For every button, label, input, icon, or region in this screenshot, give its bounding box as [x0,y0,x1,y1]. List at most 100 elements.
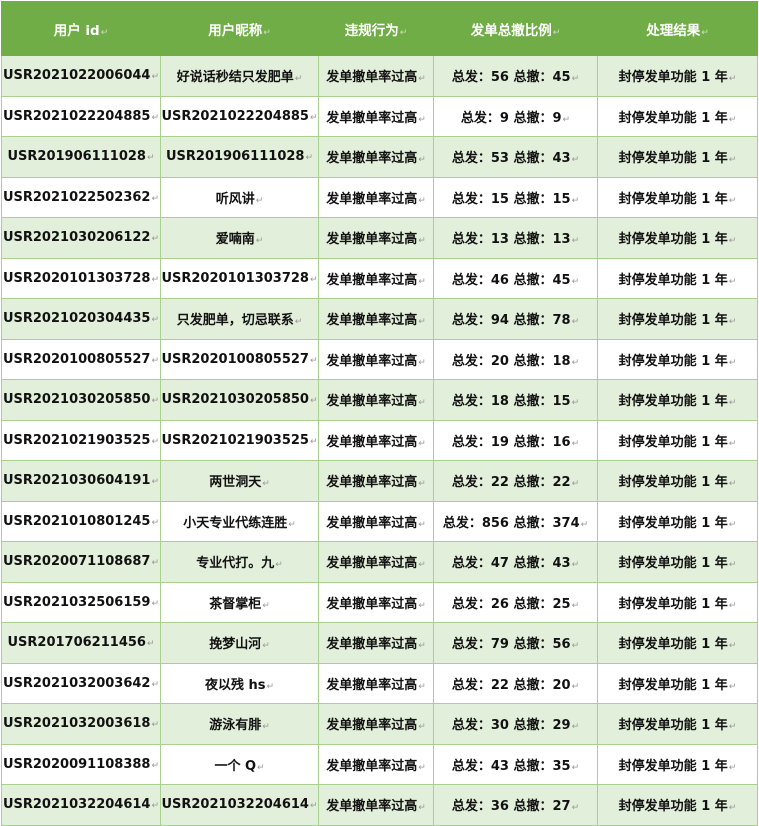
cell-nickname-text: USR2021030205850 [162,392,318,407]
table-row: USR2021022006044 好说话秒结只发肥单 发单撤单率过高 总发：56 总撤… [1,55,758,97]
cell-user-id-text: USR2021032003618 [3,716,159,731]
cell-ratio-text: 总发：79 总撤：56 [452,637,579,652]
table-row: USR2021032204614USR2021032204614 发单撤单率过高 总… [1,784,758,826]
cell-nickname-text: 一个 Q [214,759,264,774]
cell-result-text: 封停发单功能 1 年 [619,759,737,774]
cell-violation-text: 发单撤单率过高 [326,678,426,693]
cell-result-text: 封停发单功能 1 年 [619,637,737,652]
cell-result: 封停发单功能 1 年 [597,581,758,623]
cell-ratio-text: 总发：13 总撤：13 [452,232,579,247]
cell-violation: 发单撤单率过高 [318,95,434,137]
cell-result-text: 封停发单功能 1 年 [619,718,737,733]
cell-nickname: 听风讲 [160,176,319,218]
cell-result-text: 封停发单功能 1 年 [619,354,737,369]
cell-user-id: USR2021030206122 [1,217,161,259]
cell-user-id-text: USR2020100805527 [3,352,159,367]
cell-ratio: 总发：20 总撤：18 [433,338,598,380]
header-row: 用户 id 用户昵称 违规行为 发单总撤比例 处理结果 [1,1,758,56]
cell-user-id-text: USR201906111028 [7,149,154,164]
cell-violation-text: 发单撤单率过高 [326,759,426,774]
cell-result-text: 封停发单功能 1 年 [619,475,737,490]
cell-violation: 发单撤单率过高 [318,136,434,178]
cell-result: 封停发单功能 1 年 [597,784,758,826]
cell-ratio-text: 总发：43 总撤：35 [452,759,579,774]
cell-result-text: 封停发单功能 1 年 [619,556,737,571]
cell-nickname-text: 茶督掌柜 [209,597,270,612]
cell-result-text: 封停发单功能 1 年 [619,678,737,693]
cell-violation-text: 发单撤单率过高 [326,394,426,409]
cell-violation: 发单撤单率过高 [318,55,434,97]
cell-violation-text: 发单撤单率过高 [326,435,426,450]
cell-result-text: 封停发单功能 1 年 [619,799,737,814]
cell-ratio-text: 总发：46 总撤：45 [452,273,579,288]
cell-result-text: 封停发单功能 1 年 [619,516,737,531]
cell-nickname: USR2020100805527 [160,338,319,380]
cell-user-id-text: USR2021022006044 [3,68,159,83]
cell-ratio: 总发：26 总撤：25 [433,581,598,623]
cell-ratio: 总发：36 总撤：27 [433,784,598,826]
cell-user-id-text: USR2021032003642 [3,676,159,691]
cell-user-id: USR2021020304435 [1,298,161,340]
cell-nickname: 挽梦山河 [160,622,319,664]
cell-violation: 发单撤单率过高 [318,176,434,218]
cell-result: 封停发单功能 1 年 [597,95,758,137]
header-nickname: 用户昵称 [160,1,319,56]
table-row: USR2021032003618 游泳有腓 发单撤单率过高 总发：30 总撤：29 封停… [1,703,758,745]
cell-user-id-text: USR2020091108388 [3,757,159,772]
cell-nickname: 一个 Q [160,743,319,785]
cell-nickname: 茶督掌柜 [160,581,319,623]
cell-nickname: 小天专业代练连胜 [160,500,319,542]
cell-violation-text: 发单撤单率过高 [326,637,426,652]
cell-user-id-text: USR2021030206122 [3,230,159,245]
cell-ratio: 总发：46 总撤：45 [433,257,598,299]
cell-result: 封停发单功能 1 年 [597,136,758,178]
cell-ratio: 总发：19 总撤：16 [433,419,598,461]
cell-nickname: 两世洞天 [160,460,319,502]
cell-result: 封停发单功能 1 年 [597,622,758,664]
cell-ratio: 总发：15 总撤：15 [433,176,598,218]
header-result: 处理结果 [597,1,758,56]
cell-user-id: USR2020101303728 [1,257,161,299]
cell-nickname: USR2020101303728 [160,257,319,299]
header-violation: 违规行为 [318,1,434,56]
cell-user-id-text: USR2021030604191 [3,473,159,488]
cell-ratio-text: 总发：856 总撤：374 [443,516,588,531]
cell-ratio-text: 总发：36 总撤：27 [452,799,579,814]
cell-nickname-text: USR201906111028 [166,149,313,164]
cell-result: 封停发单功能 1 年 [597,257,758,299]
cell-ratio: 总发：94 总撤：78 [433,298,598,340]
cell-nickname: USR201906111028 [160,136,319,178]
cell-violation-text: 发单撤单率过高 [326,232,426,247]
cell-user-id: USR2021022502362 [1,176,161,218]
cell-violation-text: 发单撤单率过高 [326,354,426,369]
cell-violation-text: 发单撤单率过高 [326,273,426,288]
table-row: USR2021010801245 小天专业代练连胜 发单撤单率过高 总发：856 总撤… [1,500,758,542]
cell-violation: 发单撤单率过高 [318,257,434,299]
table-row: USR2021021903525USR2021021903525 发单撤单率过高 总… [1,419,758,461]
cell-violation: 发单撤单率过高 [318,581,434,623]
cell-user-id: USR2021022204885 [1,95,161,137]
table-row: USR2021032003642 夜以残 hs 发单撤单率过高 总发：22 总撤：20… [1,662,758,704]
table-row: USR2021030604191 两世洞天 发单撤单率过高 总发：22 总撤：22 封停… [1,460,758,502]
cell-nickname-text: 两世洞天 [209,475,270,490]
cell-ratio: 总发：13 总撤：13 [433,217,598,259]
cell-user-id-text: USR2021032506159 [3,595,159,610]
cell-violation: 发单撤单率过高 [318,379,434,421]
cell-violation-text: 发单撤单率过高 [326,556,426,571]
cell-nickname-text: 听风讲 [216,192,264,207]
cell-ratio: 总发：30 总撤：29 [433,703,598,745]
cell-user-id: USR201906111028 [1,136,161,178]
cell-ratio-text: 总发：56 总撤：45 [452,70,579,85]
cell-result: 封停发单功能 1 年 [597,743,758,785]
cell-nickname: USR2021021903525 [160,419,319,461]
table-row: USR2020071108687 专业代打。九 发单撤单率过高 总发：47 总撤：43… [1,541,758,583]
cell-user-id: USR2021010801245 [1,500,161,542]
cell-result: 封停发单功能 1 年 [597,662,758,704]
cell-violation-text: 发单撤单率过高 [326,111,426,126]
cell-user-id-text: USR2021022502362 [3,190,159,205]
cell-violation-text: 发单撤单率过高 [326,597,426,612]
cell-result: 封停发单功能 1 年 [597,460,758,502]
table-row: USR2021032506159 茶督掌柜 发单撤单率过高 总发：26 总撤：25 封停… [1,581,758,623]
cell-user-id-text: USR2020101303728 [3,271,159,286]
cell-nickname: 游泳有腓 [160,703,319,745]
